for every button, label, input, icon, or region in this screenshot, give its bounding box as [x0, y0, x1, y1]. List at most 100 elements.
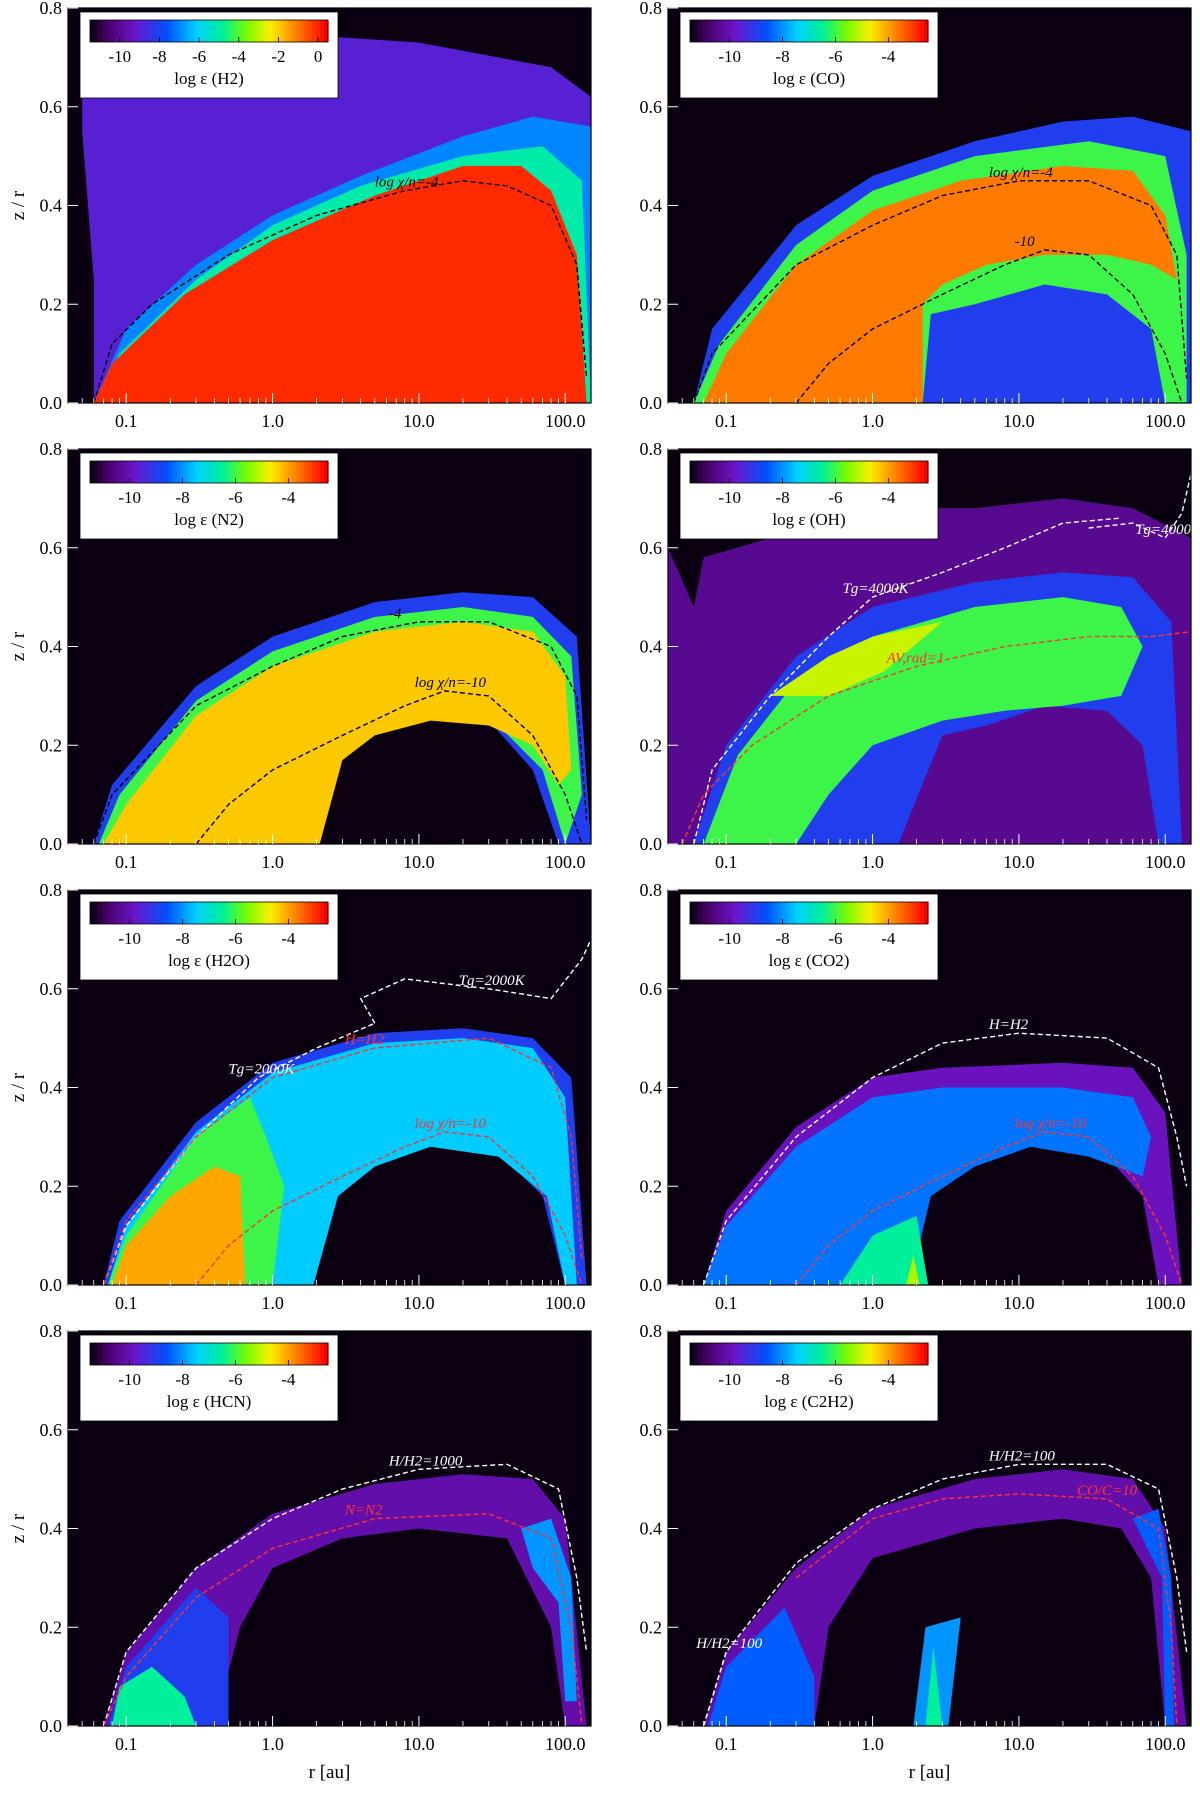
x-tick-label: 10.0: [403, 1293, 435, 1313]
y-tick-label: 0.2: [640, 1176, 663, 1196]
colorbar-tick-label: -4: [881, 1370, 896, 1389]
colorbar-tick-label: -6: [828, 1370, 842, 1389]
colorbar-tick-label: -4: [232, 47, 247, 66]
contour-label: -4: [389, 606, 402, 622]
y-tick-label: 0.6: [640, 1420, 663, 1440]
contour-label: H/H2=100: [695, 1636, 762, 1652]
x-tick-label: 10.0: [403, 1734, 435, 1754]
colorbar: -10 -8 -6 -4 log ε (OH): [679, 452, 939, 540]
colorbar-label: log ε (N2): [174, 510, 243, 529]
x-tick-label: 1.0: [261, 1734, 284, 1754]
contour-label: Tg=4000K: [843, 581, 910, 597]
contour-line: [795, 249, 1183, 403]
x-tick-label: 0.1: [715, 411, 738, 431]
y-tick-label: 0.2: [40, 735, 63, 755]
abundance-region: [521, 1518, 577, 1702]
colorbar-label: log ε (H2): [174, 69, 243, 88]
x-axis-label: r [au]: [909, 1762, 951, 1783]
panel-hcn: H/H2=1000 N=N2 0.1 1.0 10.0 100.0 0.0 0.2 0.4 0.6…: [8, 1321, 592, 1783]
contour-line: [102, 1037, 583, 1285]
contour-label: H/H2=100: [988, 1448, 1055, 1464]
y-tick-label: 0.0: [40, 393, 63, 413]
colorbar-tick-label: -10: [718, 488, 741, 507]
x-axis-label: r [au]: [309, 1762, 351, 1783]
y-tick-label: 0.0: [640, 834, 663, 854]
contour-line: [795, 1131, 1183, 1285]
x-tick-label: 1.0: [861, 1734, 884, 1754]
colorbar-tick-label: -8: [775, 488, 789, 507]
contour-line: [702, 1651, 727, 1726]
contour-line: [102, 1022, 376, 1285]
colorbar-label: log ε (H2O): [168, 951, 250, 970]
y-tick-label: 0.6: [40, 538, 63, 558]
colorbar-tick-label: -6: [228, 1370, 242, 1389]
contour-label: H=H2: [988, 1017, 1029, 1033]
panel-co2: H=H2 log χ/n=-10 0.1 1.0 10.0 100.0 0.0 0.2 0.4 0…: [640, 880, 1192, 1313]
x-tick-label: 100.0: [545, 411, 586, 431]
colorbar-tick-label: -6: [228, 929, 242, 948]
contour-label: log χ/n=-10: [1015, 1116, 1087, 1132]
abundance-region: [906, 1255, 920, 1285]
x-tick-label: 0.1: [715, 852, 738, 872]
x-tick-label: 100.0: [1145, 1734, 1186, 1754]
x-tick-label: 0.1: [115, 1293, 138, 1313]
contour-label: CO/C=10: [1077, 1483, 1138, 1499]
y-tick-label: 0.8: [640, 0, 663, 18]
colorbar-label: log ε (CO2): [769, 951, 850, 970]
contour-line: [1088, 473, 1191, 539]
y-axis-label: z / r: [8, 1513, 29, 1543]
colorbar: -10 -8 -6 -4 log ε (CO): [679, 11, 939, 99]
y-tick-label: 0.6: [640, 97, 663, 117]
colorbar: -10 -8 -6 -4 log ε (C2H2): [679, 1334, 939, 1422]
colorbar: -10 -8 -6 -4 log ε (CO2): [679, 893, 939, 981]
abundance-region: [112, 1166, 246, 1285]
contour-label: N=N2: [344, 1503, 383, 1519]
x-tick-label: 0.1: [715, 1734, 738, 1754]
colorbar-tick-label: -8: [152, 47, 166, 66]
y-tick-label: 0.0: [640, 1275, 663, 1295]
colorbar-tick-label: -8: [775, 1370, 789, 1389]
panel-co: log χ/n=-4 -10 0.1 1.0 10.0 100.0 0.0 0.2 0.4 0.6…: [640, 0, 1192, 431]
panel-n2: -4 log χ/n=-10 0.1 1.0 10.0 100.0 0.0 0.2 0.4 0.6…: [8, 439, 592, 872]
colorbar-tick-label: -6: [192, 47, 206, 66]
contour-line: [702, 1032, 1188, 1285]
x-tick-label: 0.1: [115, 852, 138, 872]
abundance-region: [103, 621, 572, 844]
contour-line: [102, 1463, 588, 1726]
colorbar-tick-label: -10: [118, 1370, 141, 1389]
contour-line: [359, 939, 591, 1024]
y-axis-label: z / r: [8, 631, 29, 661]
colorbar-label: log ε (HCN): [167, 1392, 252, 1411]
y-tick-label: 0.4: [40, 196, 63, 216]
x-tick-label: 10.0: [1003, 852, 1035, 872]
x-tick-label: 1.0: [861, 1293, 884, 1313]
y-tick-label: 0.4: [640, 1078, 663, 1098]
x-tick-label: 1.0: [861, 411, 884, 431]
contour-line: [195, 1131, 583, 1285]
y-tick-label: 0.8: [640, 1321, 663, 1341]
colorbar-tick-label: -6: [828, 929, 842, 948]
colorbar-tick-label: -4: [881, 47, 896, 66]
colorbar-tick-label: -10: [718, 47, 741, 66]
x-tick-label: 1.0: [261, 852, 284, 872]
abundance-region: [703, 166, 1177, 403]
x-tick-label: 0.1: [115, 411, 138, 431]
colorbar-label: log ε (C2H2): [764, 1392, 853, 1411]
y-tick-label: 0.8: [40, 1321, 63, 1341]
y-tick-label: 0.2: [640, 735, 663, 755]
y-tick-label: 0.0: [40, 834, 63, 854]
y-tick-label: 0.6: [40, 97, 63, 117]
y-tick-label: 0.4: [40, 637, 63, 657]
colorbar-tick-label: -10: [718, 1370, 741, 1389]
contour-label: AV,rad=1: [886, 650, 945, 666]
y-tick-label: 0.6: [640, 979, 663, 999]
panel-oh: Tg=4000K Tg=4000K AV,rad=1 0.1 1.0 10.0 100.0 0…: [640, 439, 1192, 872]
abundance-region: [840, 1215, 929, 1285]
contour-label: log χ/n=-4: [989, 165, 1053, 181]
x-tick-label: 1.0: [261, 411, 284, 431]
y-tick-label: 0.8: [640, 880, 663, 900]
abundance-region: [93, 166, 587, 403]
colorbar-tick-label: -6: [228, 488, 242, 507]
contour-line: [693, 180, 1188, 403]
